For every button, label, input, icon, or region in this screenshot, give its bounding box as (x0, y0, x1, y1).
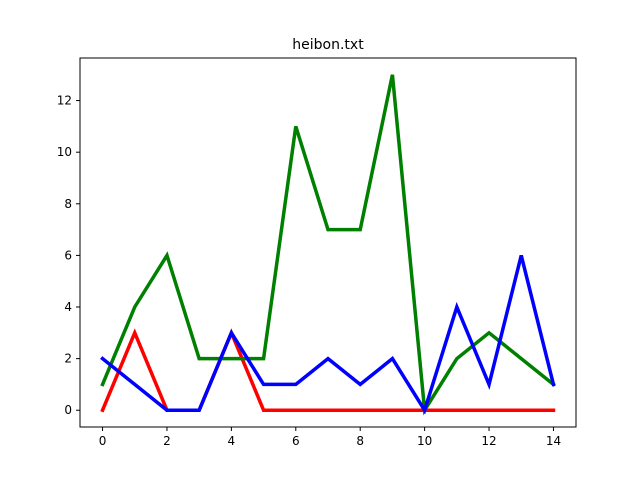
x-tick-label: 4 (228, 434, 236, 448)
series-line-3 (100, 254, 556, 415)
y-tick-label: 6 (64, 248, 72, 262)
y-tick-label: 2 (64, 352, 72, 366)
y-tick-label: 12 (57, 94, 72, 108)
x-tick-label: 8 (356, 434, 364, 448)
y-tick-label: 10 (57, 145, 72, 159)
x-tick-label: 14 (546, 434, 561, 448)
axes-frame (79, 57, 577, 428)
x-tick-label: 6 (292, 434, 300, 448)
x-tick-label: 12 (481, 434, 496, 448)
series-layer (100, 74, 556, 416)
series-line-2 (100, 74, 556, 416)
axes-layer: 0 2 4 6 8 10 12 14 0 2 4 6 8 10 12 (57, 57, 577, 448)
y-tick-label: 8 (64, 197, 72, 211)
x-tick-label: 0 (99, 434, 107, 448)
y-tick-label: 0 (64, 403, 72, 417)
x-tick-label: 2 (163, 434, 171, 448)
y-tick-label: 4 (64, 300, 72, 314)
chart-title: heibon.txt (292, 37, 364, 53)
x-tick-label: 10 (417, 434, 432, 448)
